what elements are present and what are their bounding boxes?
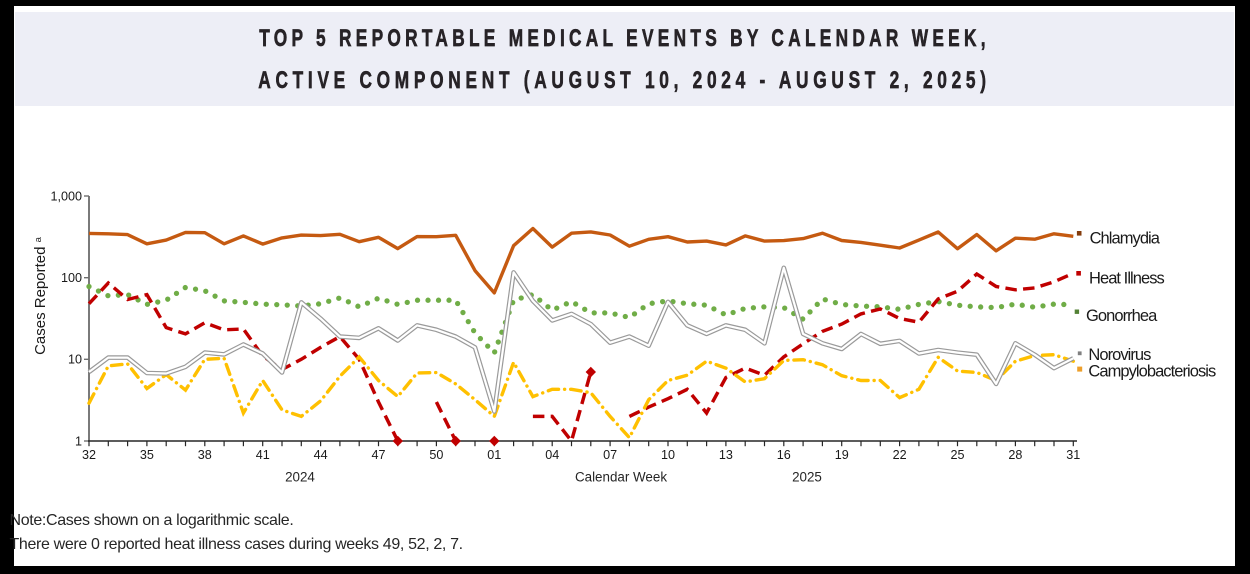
svg-text:Norovirus: Norovirus (1088, 346, 1151, 364)
svg-text:1: 1 (75, 434, 82, 448)
svg-text:25: 25 (950, 448, 964, 462)
svg-text:01: 01 (487, 448, 501, 462)
svg-text:Chlamydia: Chlamydia (1090, 229, 1161, 247)
svg-text:2025: 2025 (792, 470, 822, 485)
svg-text:1,000: 1,000 (50, 189, 82, 203)
svg-text:19: 19 (835, 448, 849, 462)
svg-text:Campylobacteriosis: Campylobacteriosis (1088, 362, 1216, 380)
svg-text:38: 38 (198, 448, 212, 462)
svg-text:28: 28 (1008, 448, 1022, 462)
svg-text:47: 47 (371, 448, 385, 462)
svg-text:100: 100 (61, 271, 82, 285)
svg-text:35: 35 (140, 448, 154, 462)
svg-text:Calendar Week: Calendar Week (575, 470, 667, 485)
svg-text:2024: 2024 (285, 470, 315, 485)
svg-text:07: 07 (603, 448, 617, 462)
svg-text:31: 31 (1066, 448, 1080, 462)
svg-text:Heat Illness: Heat Illness (1089, 269, 1165, 287)
svg-text:Gonorrhea: Gonorrhea (1086, 307, 1158, 325)
svg-text:04: 04 (545, 448, 559, 462)
svg-text:50: 50 (429, 448, 443, 462)
svg-text:13: 13 (719, 448, 733, 462)
svg-text:22: 22 (893, 448, 907, 462)
svg-text:41: 41 (256, 448, 270, 462)
svg-text:16: 16 (777, 448, 791, 462)
svg-text:10: 10 (68, 353, 82, 367)
svg-text:32: 32 (82, 448, 96, 462)
svg-text:44: 44 (314, 448, 328, 462)
svg-text:10: 10 (661, 448, 675, 462)
svg-text:Cases Reported a: Cases Reported a (32, 236, 49, 355)
